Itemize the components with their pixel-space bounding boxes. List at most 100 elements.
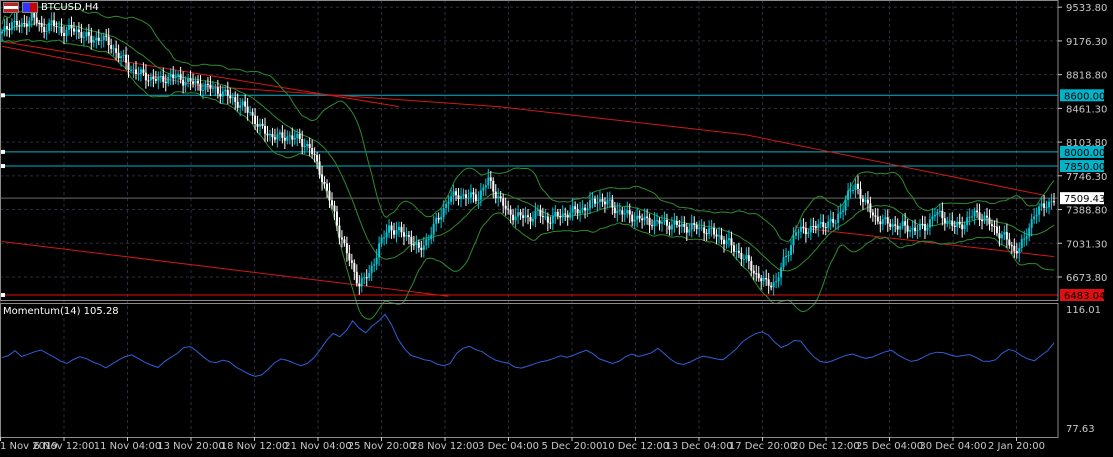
candle-body [656, 220, 659, 222]
candle-body [770, 285, 773, 288]
candle-body [904, 221, 907, 226]
level-handle [1, 149, 5, 154]
candle-body [990, 224, 993, 226]
candle-body [775, 281, 778, 283]
candle-body [1035, 214, 1038, 217]
candle-body [38, 23, 41, 25]
level-tag-label: 8000.00 [1064, 148, 1105, 159]
candle-body [75, 29, 78, 32]
candle-body [330, 200, 333, 206]
candle-body [224, 89, 227, 92]
candle-body [598, 199, 601, 203]
candle-body [928, 219, 931, 228]
candle-body [137, 73, 140, 75]
candle-body [621, 210, 624, 215]
candle-body [353, 262, 356, 272]
candle-body [767, 279, 770, 286]
candle-body [1025, 236, 1028, 239]
candle-body [727, 238, 730, 241]
candle-body [420, 247, 423, 251]
level-handle [1, 164, 5, 169]
candle-body [246, 106, 249, 113]
candle-body [308, 144, 311, 149]
candle-body [249, 112, 252, 114]
candle-body [393, 230, 396, 235]
candle-body [715, 234, 718, 237]
candle-body [499, 196, 502, 199]
candle-body [909, 229, 912, 232]
band-middle [1, 23, 1055, 272]
chart-header: BTCUSD,H4 [3, 2, 99, 13]
candle-body [410, 236, 413, 245]
candle-body [998, 233, 1001, 239]
candle-body [641, 218, 644, 221]
candle-body [911, 227, 914, 230]
candle-body [105, 35, 108, 37]
candle-body [204, 83, 207, 90]
candle-body [951, 220, 954, 226]
candle-body [159, 75, 162, 77]
candle-body [824, 226, 827, 228]
candle-body [978, 212, 981, 220]
candle-body [197, 80, 200, 84]
price-tick-label: 8818.80 [1066, 71, 1107, 82]
candle-body [683, 223, 686, 227]
candle-body [214, 87, 217, 89]
candle-body [1010, 245, 1013, 247]
candle-body [504, 205, 507, 209]
indicator-panel-frame [0, 303, 1059, 438]
candle-body [502, 198, 505, 206]
candle-body [417, 242, 420, 248]
candle-body [469, 192, 472, 198]
candle-body [852, 189, 855, 191]
candle-body [854, 183, 857, 190]
time-tick-label: 11 Nov 04:00 [94, 441, 161, 452]
level-tag [1060, 289, 1104, 301]
candle-body [986, 215, 989, 218]
candle-body [440, 216, 443, 220]
candle-body [355, 271, 358, 284]
candle-body [264, 125, 266, 134]
candle-body [1050, 201, 1053, 203]
candle-body [239, 105, 242, 108]
candle-body [1043, 203, 1046, 208]
candle-body [296, 134, 299, 138]
candle-body [122, 54, 125, 57]
candle-body [512, 214, 515, 221]
candle-body [946, 220, 949, 224]
candle-body [318, 161, 321, 175]
candle-body [606, 200, 609, 205]
candle-body [881, 219, 884, 225]
candle-body [693, 223, 696, 225]
candle-body [993, 225, 996, 227]
candle-body [1008, 239, 1011, 246]
candle-body [891, 224, 894, 228]
main-panel-frame [0, 0, 1059, 301]
candle-body [976, 210, 979, 213]
candle-body [77, 29, 80, 33]
candle-body [780, 267, 783, 278]
candle-body [192, 81, 195, 84]
candle-body [636, 215, 639, 220]
candle-body [187, 78, 190, 83]
candle-body [849, 190, 852, 192]
candle-body [517, 212, 520, 217]
candle-body [425, 239, 428, 246]
candle-body [519, 212, 522, 216]
candle-body [906, 225, 909, 232]
candle-body [757, 273, 760, 279]
candle-body [579, 210, 582, 214]
candle-body [777, 277, 780, 282]
candle-body [566, 214, 569, 218]
candle-body [814, 226, 817, 229]
candle-body [1000, 234, 1003, 239]
candle-body [149, 76, 152, 81]
candle-body [13, 20, 16, 23]
candle-body [323, 182, 326, 184]
band-lower [1, 38, 1054, 320]
candle-body [487, 177, 490, 186]
candle-body [402, 232, 405, 237]
candle-body [554, 211, 557, 216]
horizontal-levels[interactable]: 8600.00 8000.00 7850.00 6483.04 7509.43 [0, 89, 1105, 302]
